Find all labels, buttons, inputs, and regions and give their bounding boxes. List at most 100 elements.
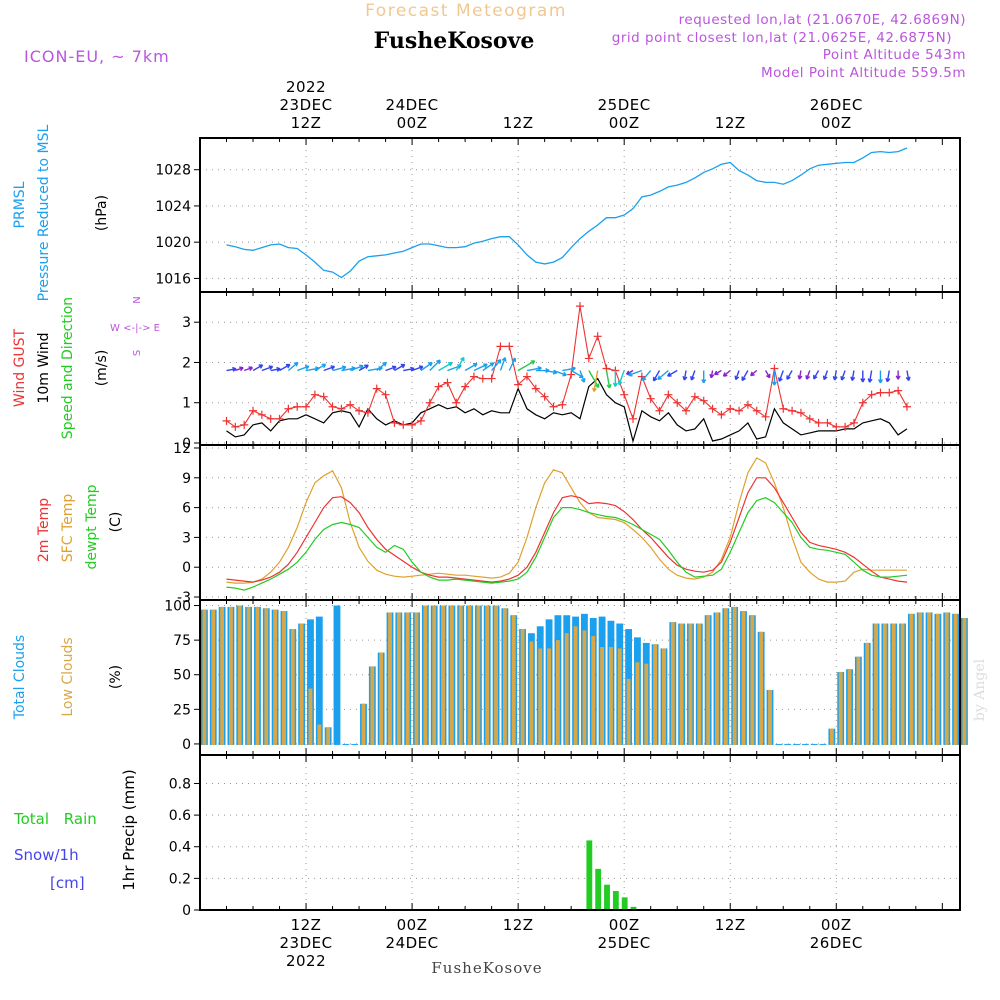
- pressure-msl-label: Pressure Reduced to MSL: [36, 124, 52, 301]
- gust-marker: [549, 402, 558, 411]
- wind-arrow: [314, 363, 327, 372]
- y-tick-label: 0: [182, 436, 191, 452]
- gust-marker: [514, 380, 523, 389]
- gust-marker: [708, 404, 717, 413]
- y-tick-label: 0.6: [169, 808, 191, 824]
- rain-bar: [604, 884, 610, 910]
- low-cloud-bar: [962, 617, 967, 745]
- location-title: FusheKosove: [374, 28, 535, 54]
- wind-arrow: [499, 357, 507, 371]
- low-cloud-bar: [909, 613, 914, 745]
- low-cloud-bar: [405, 612, 410, 745]
- wind-arrow: [270, 366, 281, 372]
- time-label-top: 00Z: [821, 114, 852, 132]
- low-cloud-bar: [529, 641, 534, 745]
- hpa-unit: (hPa): [94, 195, 110, 231]
- low-cloud-bar: [600, 647, 605, 745]
- low-cloud-bar: [891, 623, 896, 745]
- low-cloud-bar: [865, 642, 870, 745]
- low-cloud-bar: [485, 605, 490, 745]
- low-cloud-bar: [326, 727, 331, 745]
- gust-marker: [531, 384, 540, 393]
- low-cloud-bar: [953, 613, 958, 745]
- gust-marker: [876, 388, 885, 397]
- wind-arrow: [376, 361, 387, 372]
- prmsl-label: PRMSL: [12, 181, 28, 228]
- gust-marker: [284, 404, 293, 413]
- gust-marker: [240, 420, 249, 429]
- low-cloud-bar: [679, 623, 684, 745]
- gust-marker: [408, 420, 417, 429]
- wind-arrow: [722, 369, 731, 377]
- model-altitude: Model Point Altitude 559.5m: [761, 65, 966, 81]
- gust-marker: [540, 392, 549, 401]
- low-cloud-bar: [432, 605, 437, 745]
- gust-marker: [823, 418, 832, 427]
- temp-2m-series: [226, 477, 908, 583]
- gust-marker: [425, 398, 434, 407]
- wind-arrow: [588, 370, 600, 389]
- low-cloud-bar: [237, 605, 242, 745]
- time-label-bottom: 23DEC: [279, 934, 332, 952]
- temp-2m-label: 2m Temp: [36, 498, 52, 562]
- wind-arrow: [394, 363, 406, 372]
- y-tick-label: 0: [182, 903, 191, 919]
- time-label-bottom: 00Z: [821, 916, 852, 934]
- dewpt-label: dewpt Temp: [84, 484, 100, 569]
- wind-arrow: [867, 370, 873, 383]
- gust-marker: [434, 382, 443, 391]
- wind-arrow: [657, 369, 669, 381]
- low-cloud-bar: [750, 615, 755, 745]
- low-cloud-bar: [591, 635, 596, 745]
- gust-marker: [796, 408, 805, 417]
- gust-marker: [690, 392, 699, 401]
- gust-marker: [567, 370, 576, 379]
- gust-marker: [469, 372, 478, 381]
- low-cloud-bar: [927, 612, 931, 745]
- wind-arrow: [627, 369, 643, 377]
- low-cloud-bar: [838, 671, 843, 745]
- wind-arrow: [850, 370, 856, 381]
- wind-arrow: [701, 370, 707, 384]
- gust-marker: [328, 402, 337, 411]
- low-cloud-bar: [626, 678, 631, 745]
- wind-arrow: [491, 358, 502, 371]
- rain-bar: [630, 906, 637, 910]
- total-rain-label: Total Rain: [13, 810, 97, 828]
- wind-arrow: [252, 364, 264, 372]
- y-tick-label: 6: [182, 501, 191, 517]
- panel-2: -3 0 3 6 9 12: [173, 441, 961, 606]
- low-cloud-bar: [423, 605, 428, 745]
- gust-marker: [849, 418, 858, 427]
- time-label-top: 2022: [286, 78, 326, 96]
- gust-marker: [779, 404, 788, 413]
- rain-bar: [621, 897, 628, 910]
- low-cloud-bar: [670, 622, 675, 745]
- low-cloud-bar: [467, 605, 472, 745]
- total-cloud-bar: [307, 619, 314, 745]
- low-cloud-bar: [900, 623, 905, 745]
- gust-marker: [478, 374, 487, 383]
- wind-arrow: [358, 364, 369, 372]
- closest-coords: grid point closest lon,lat (21.0625E, 42…: [612, 30, 952, 46]
- gust-marker: [902, 402, 911, 411]
- low-cloud-bar: [511, 615, 516, 745]
- wind-arrow: [667, 369, 678, 377]
- gust-marker: [390, 418, 399, 427]
- wind-arrow: [226, 366, 237, 372]
- wind-arrow: [786, 370, 793, 380]
- low-cloud-bar: [935, 613, 940, 745]
- time-label-top: 12Z: [503, 114, 534, 132]
- total-cloud-bar: [333, 605, 341, 745]
- wind-arrow: [420, 361, 433, 372]
- low-cloud-bar: [449, 605, 454, 745]
- low-cloud-bar: [211, 609, 216, 745]
- gust-marker: [452, 398, 461, 407]
- y-tick-label: 0: [182, 737, 191, 753]
- gust-marker: [302, 402, 311, 411]
- low-cloud-bar: [308, 688, 313, 745]
- pct-unit: (%): [108, 665, 124, 689]
- point-altitude: Point Altitude 543m: [823, 47, 966, 63]
- time-label-bottom: 00Z: [609, 916, 640, 934]
- gust-marker: [682, 406, 691, 415]
